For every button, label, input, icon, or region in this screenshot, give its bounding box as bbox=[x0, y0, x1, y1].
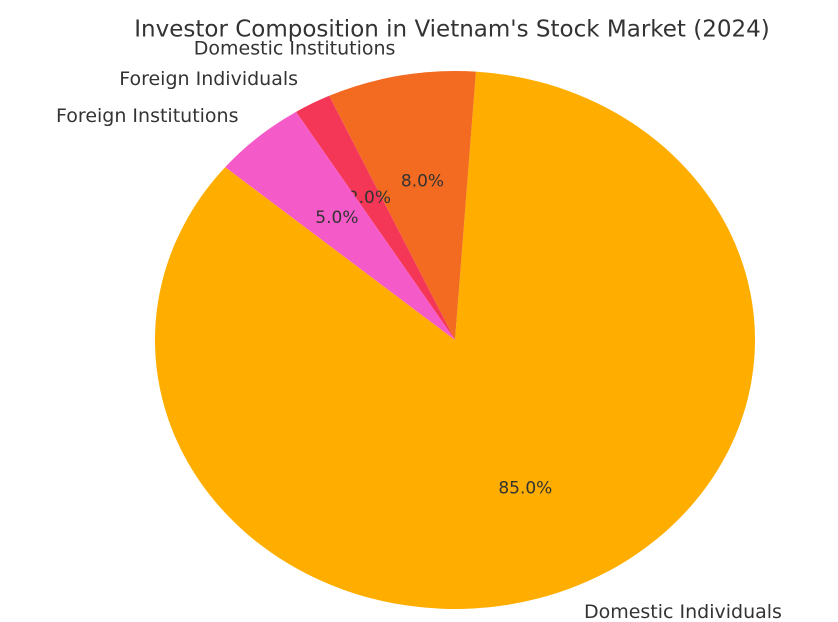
pie-slice bbox=[154, 71, 755, 610]
slice-label: Foreign Individuals bbox=[119, 68, 298, 90]
slice-label: Foreign Institutions bbox=[56, 105, 238, 127]
slice-value-label: 85.0% bbox=[498, 479, 552, 499]
pie-slice bbox=[329, 71, 476, 340]
pie-slice bbox=[296, 95, 455, 340]
slice-value-label: 5.0% bbox=[315, 208, 358, 228]
slice-value-label: 8.0% bbox=[401, 171, 444, 191]
pie-slice bbox=[225, 111, 455, 340]
slice-label: Domestic Institutions bbox=[194, 37, 396, 59]
slice-label: Domestic Individuals bbox=[584, 601, 782, 622]
chart-title: Investor Composition in Vietnam's Stock … bbox=[134, 17, 770, 43]
